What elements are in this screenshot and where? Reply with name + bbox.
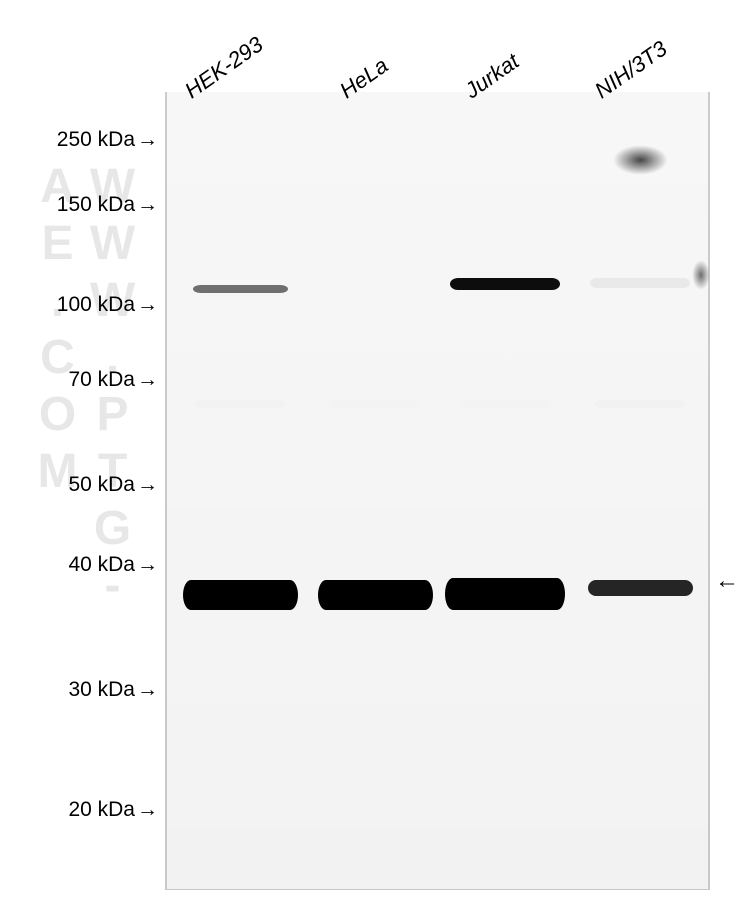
marker-text: 150 kDa <box>57 193 135 216</box>
marker-text: 70 kDa <box>68 368 135 391</box>
marker-70: 70 kDa→ <box>68 368 158 392</box>
marker-arrow-icon: → <box>137 193 158 217</box>
band-faint-70-lane1 <box>330 400 420 408</box>
marker-100: 100 kDa→ <box>57 293 158 317</box>
marker-250: 250 kDa→ <box>57 128 158 152</box>
band-faint-70-lane2 <box>460 400 550 408</box>
blot-membrane <box>165 92 710 890</box>
lane-shading <box>165 92 710 890</box>
blot-figure: WWW.PTG-AE.COM HEK-293 HeLa Jurkat NIH/3… <box>0 0 750 903</box>
marker-arrow-icon: → <box>137 128 158 152</box>
marker-50: 50 kDa→ <box>68 473 158 497</box>
band-upper-lane0 <box>193 285 288 293</box>
marker-text: 100 kDa <box>57 293 135 316</box>
band-upper-lane2 <box>450 278 560 290</box>
band-faint-70-lane0 <box>195 400 285 408</box>
smudge-right-edge <box>692 260 710 290</box>
band-faint-70-lane3 <box>595 400 685 408</box>
marker-arrow-icon: → <box>137 473 158 497</box>
marker-40: 40 kDa→ <box>68 553 158 577</box>
band-main-lane0 <box>183 580 298 610</box>
marker-arrow-icon: → <box>137 678 158 702</box>
marker-text: 50 kDa <box>68 473 135 496</box>
marker-text: 20 kDa <box>68 798 135 821</box>
marker-arrow-icon: → <box>137 553 158 577</box>
watermark-text: WWW.PTG-AE.COM <box>30 160 140 903</box>
smudge-top-right <box>613 145 668 175</box>
target-band-arrow-icon: ← <box>715 567 739 595</box>
marker-text: 40 kDa <box>68 553 135 576</box>
band-main-lane1 <box>318 580 433 610</box>
marker-text: 250 kDa <box>57 128 135 151</box>
marker-20: 20 kDa→ <box>68 798 158 822</box>
band-main-lane2 <box>445 578 565 610</box>
band-faint-lane3-upper <box>590 278 690 288</box>
marker-arrow-icon: → <box>137 293 158 317</box>
marker-arrow-icon: → <box>137 798 158 822</box>
marker-text: 30 kDa <box>68 678 135 701</box>
marker-150: 150 kDa→ <box>57 193 158 217</box>
marker-arrow-icon: → <box>137 368 158 392</box>
marker-30: 30 kDa→ <box>68 678 158 702</box>
band-main-lane3 <box>588 580 693 596</box>
